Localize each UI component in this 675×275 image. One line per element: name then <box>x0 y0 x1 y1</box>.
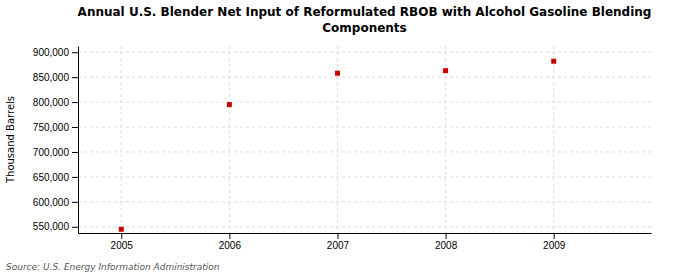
y-axis: 550,000 600,000 650,000 700,000 750,000 800,0… <box>33 47 79 234</box>
tick-mark <box>72 227 78 228</box>
tick-label: 2005 <box>111 240 134 251</box>
axis-line <box>78 47 79 234</box>
grid-line <box>78 176 651 177</box>
grid-line <box>78 52 651 53</box>
tick-label: 800,000 <box>33 97 70 108</box>
tick: 2009 <box>543 233 566 251</box>
tick: 550,000 <box>33 221 78 232</box>
tick-mark <box>446 233 447 239</box>
tick-mark <box>72 202 78 203</box>
grid-line <box>78 77 651 78</box>
grid-line <box>78 201 651 202</box>
tick-label: 750,000 <box>33 122 70 133</box>
grid-line <box>78 151 651 152</box>
tick-label: 700,000 <box>33 147 70 158</box>
tick-label: 650,000 <box>33 172 70 183</box>
axis-line <box>79 233 652 234</box>
grid-line <box>121 46 122 233</box>
points <box>119 59 556 232</box>
point <box>443 68 448 73</box>
tick-mark <box>72 177 78 178</box>
point <box>551 59 556 64</box>
tick: 600,000 <box>33 197 78 208</box>
point <box>119 227 124 232</box>
tick: 2007 <box>327 233 350 251</box>
title: Annual U.S. Blender Net Input of Reformu… <box>78 5 652 35</box>
tick: 2005 <box>111 233 134 251</box>
tick-mark <box>72 102 78 103</box>
grid <box>78 46 651 233</box>
tick-mark <box>121 233 122 239</box>
tick-label: 600,000 <box>33 197 70 208</box>
grid-line <box>78 226 651 227</box>
tick-label: 550,000 <box>33 221 70 232</box>
title-line: Annual U.S. Blender Net Input of Reformu… <box>78 5 652 19</box>
point <box>335 71 340 76</box>
chart: 2005 2006 2007 2008 2009 550,000 600,000 650,00… <box>0 0 675 275</box>
plot-area: 2005 2006 2007 2008 2009 550,000 600,000 650,00… <box>33 46 652 251</box>
tick-mark <box>72 52 78 53</box>
tick: 700,000 <box>33 147 78 158</box>
x-axis: 2005 2006 2007 2008 2009 <box>79 233 652 251</box>
tick-mark <box>72 152 78 153</box>
tick: 650,000 <box>33 172 78 183</box>
tick: 900,000 <box>33 47 78 58</box>
tick: 2008 <box>435 233 458 251</box>
point <box>227 102 232 107</box>
tick-mark <box>72 77 78 78</box>
y-axis-title: Thousand Barrels <box>5 96 16 184</box>
tick-mark <box>72 127 78 128</box>
grid-line <box>445 46 446 233</box>
tick-label: 2006 <box>219 240 242 251</box>
source-note: Source: U.S. Energy Information Administ… <box>6 262 220 272</box>
tick-label: 2007 <box>327 240 350 251</box>
tick-mark <box>229 233 230 239</box>
tick-mark <box>337 233 338 239</box>
title-line: Components <box>322 21 407 35</box>
grid-line <box>78 127 651 128</box>
tick: 750,000 <box>33 122 78 133</box>
tick-label: 2009 <box>543 240 566 251</box>
grid-line <box>229 46 230 233</box>
tick-label: 900,000 <box>33 47 70 58</box>
tick-label: 2008 <box>435 240 458 251</box>
grid-line <box>553 46 554 233</box>
tick-label: 850,000 <box>33 72 70 83</box>
tick: 850,000 <box>33 72 78 83</box>
tick: 2006 <box>219 233 242 251</box>
tick: 800,000 <box>33 97 78 108</box>
tick-mark <box>554 233 555 239</box>
grid-line <box>78 102 651 103</box>
